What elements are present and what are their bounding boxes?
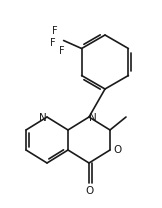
Text: F: F bbox=[52, 26, 58, 36]
Text: O: O bbox=[113, 145, 121, 155]
Text: N: N bbox=[39, 113, 47, 123]
Text: F: F bbox=[59, 47, 64, 57]
Text: O: O bbox=[85, 186, 93, 196]
Text: N: N bbox=[89, 113, 97, 123]
Text: F: F bbox=[50, 37, 55, 47]
